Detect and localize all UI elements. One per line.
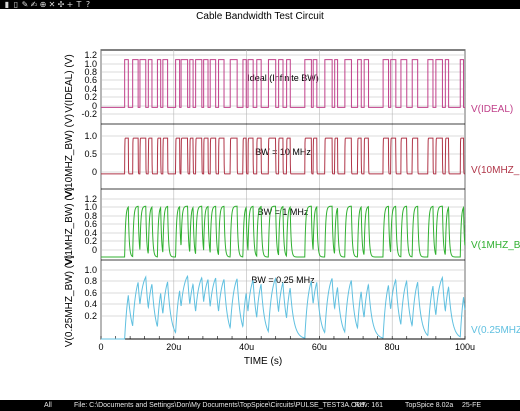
y-tick-label: 0.4 <box>84 299 97 309</box>
toolbar: ▮ ▯ ✎ ✍ ⊕ ✕ ✣ + T? <box>0 0 520 9</box>
y-tick-label: 0 <box>92 101 97 111</box>
cursor-icon[interactable]: ✕ <box>48 0 56 9</box>
x-tick-label: 0 <box>98 342 103 352</box>
zoom-icon[interactable]: ⊕ <box>39 0 47 9</box>
pan-icon[interactable]: ✣ <box>57 0 65 9</box>
y-tick-label: -0.2 <box>81 109 97 119</box>
y-tick-label: 0.8 <box>84 211 97 221</box>
status-filter[interactable]: All <box>44 402 52 409</box>
crosshair-icon[interactable]: + <box>66 0 74 9</box>
legend-label: V(10MHZ_B <box>471 165 520 176</box>
y-tick-label: 0.6 <box>84 219 97 229</box>
marker-icon[interactable]: T <box>76 0 82 9</box>
y-tick-label: 0.8 <box>84 276 97 286</box>
open-icon[interactable]: ▮ <box>4 0 10 9</box>
chart-title: Cable Bandwidth Test Circuit <box>196 11 324 22</box>
waveform-trace <box>101 59 465 108</box>
save-icon[interactable]: ▯ <box>13 0 19 9</box>
y-tick-label: 0.2 <box>84 92 97 102</box>
y-tick-label: 1.0 <box>84 265 97 275</box>
y-tick-label: 0.6 <box>84 288 97 298</box>
waveform-trace <box>101 274 466 340</box>
y-tick-label: 1.2 <box>84 194 97 204</box>
y-tick-label: 0.5 <box>84 149 97 159</box>
y-axis-label: V(10MHZ_BW) (V) <box>64 114 75 198</box>
x-tick-label: 60u <box>312 342 327 352</box>
x-tick-label: 20u <box>166 342 181 352</box>
pencil-icon[interactable]: ✎ <box>21 0 29 9</box>
y-tick-label: 0.2 <box>84 311 97 321</box>
status-app-version: TopSpice 8.02a <box>405 402 454 409</box>
y-tick-label: 0.4 <box>84 84 97 94</box>
legend-label: V(0.25MHZ <box>471 325 520 336</box>
edit-icon[interactable]: ✍ <box>30 0 38 9</box>
y-tick-label: 0.6 <box>84 75 97 85</box>
y-tick-label: 1.0 <box>84 59 97 69</box>
y-tick-label: 1.2 <box>84 50 97 60</box>
y-tick-label: 1.0 <box>84 131 97 141</box>
waveform-trace <box>101 205 466 258</box>
y-tick-label: 0.2 <box>84 236 97 246</box>
waveform-trace <box>101 137 465 175</box>
legend-label: V(IDEAL) <box>471 104 513 115</box>
y-tick-label: 0.8 <box>84 67 97 77</box>
x-tick-label: 80u <box>385 342 400 352</box>
y-axis-label: V(0.25MHZ_BW) (V) <box>64 255 75 347</box>
status-revision: Rev: 161 <box>355 402 384 409</box>
y-tick-label: 0.4 <box>84 228 97 238</box>
y-tick-label: 0 <box>92 245 97 255</box>
y-tick-label: 0 <box>92 167 97 177</box>
y-tick-label: 1.0 <box>84 202 97 212</box>
legend-label: V(1MHZ_B <box>471 240 520 251</box>
status-date: 25-FE <box>462 402 482 409</box>
x-tick-label: 100u <box>455 342 475 352</box>
y-axis-label: V(1MHZ_BW) (V) <box>64 187 75 265</box>
x-tick-label: 40u <box>239 342 254 352</box>
help-icon[interactable]: ? <box>85 0 91 9</box>
x-axis-label: TIME (s) <box>244 356 282 367</box>
status-bar: All File: C:\Documents and Settings\Don\… <box>0 400 520 411</box>
status-file-path: File: C:\Documents and Settings\Don\My D… <box>74 402 366 409</box>
y-axis-label: V(IDEAL) (V) <box>64 54 75 112</box>
panel-title: BW = 0.25 MHz <box>251 275 315 285</box>
